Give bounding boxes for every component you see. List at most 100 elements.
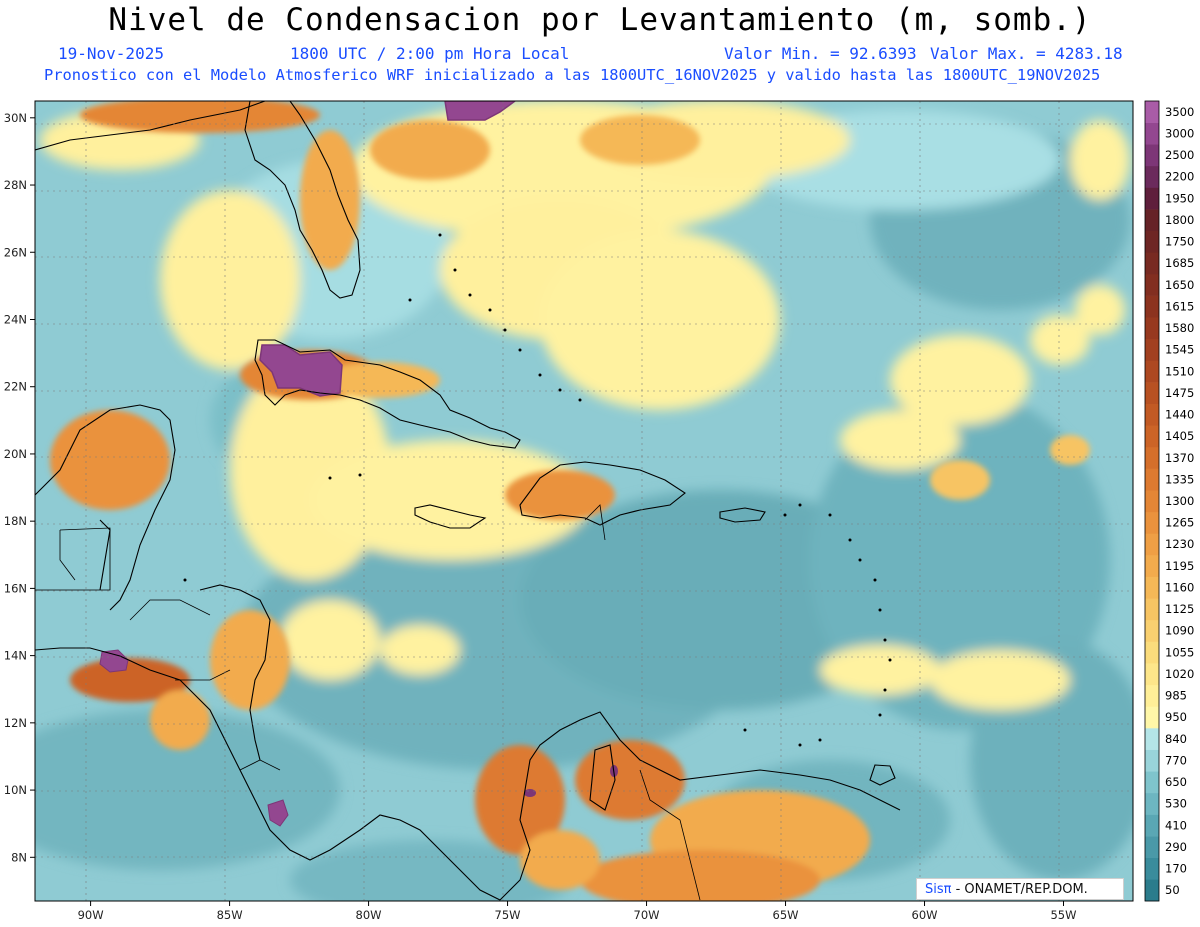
colorbar-swatch-27 — [1145, 295, 1159, 318]
colorbar-label-1: 170 — [1165, 862, 1187, 876]
lat-tick-label-3: 14N — [4, 649, 27, 663]
colorbar-label-30: 1750 — [1165, 235, 1194, 249]
colorbar-label-32: 1950 — [1165, 191, 1194, 205]
colorbar-label-8: 950 — [1165, 710, 1187, 724]
colorbar-swatch-36 — [1145, 101, 1159, 123]
colorbar-label-17: 1265 — [1165, 516, 1194, 530]
shading-field — [35, 101, 1133, 901]
colorbar-label-6: 770 — [1165, 753, 1187, 767]
colorbar-label-33: 2200 — [1165, 170, 1194, 184]
colorbar-label-23: 1475 — [1165, 386, 1194, 400]
colorbar-label-12: 1090 — [1165, 624, 1194, 638]
colorbar-label-35: 3000 — [1165, 126, 1194, 140]
colorbar-swatch-15 — [1145, 555, 1159, 577]
colorbar-label-31: 1800 — [1165, 213, 1194, 227]
colorbar-frame — [1144, 100, 1160, 902]
colorbar-swatch-20 — [1145, 446, 1159, 469]
lon-tick-label-0: 90W — [78, 908, 104, 922]
lon-tick-label-3: 75W — [495, 908, 521, 922]
colorbar-label-3: 410 — [1165, 818, 1187, 832]
colorbar-swatch-10 — [1145, 663, 1159, 686]
colorbar-swatch-31 — [1145, 209, 1159, 232]
colorbar-label-25: 1545 — [1165, 343, 1194, 357]
valid-date: 19-Nov-2025 — [58, 44, 164, 63]
colorbar-label-0: 50 — [1165, 883, 1180, 897]
colorbar-swatch-11 — [1145, 641, 1159, 664]
colorbar-label-4: 530 — [1165, 797, 1187, 811]
lon-tick-label-1: 85W — [217, 908, 243, 922]
colorbar-label-34: 2500 — [1165, 148, 1194, 162]
colorbar-label-7: 840 — [1165, 732, 1187, 746]
colorbar-label-10: 1020 — [1165, 667, 1194, 681]
map-title: Nivel de Condensacion por Levantamiento … — [108, 2, 1092, 38]
max-value: Valor Max. = 4283.18 — [930, 44, 1123, 63]
colorbar-swatch-0 — [1145, 879, 1159, 902]
colorbar-label-36: 3500 — [1165, 105, 1194, 119]
lat-tick-label-4: 16N — [4, 581, 27, 595]
colorbar-swatch-34 — [1145, 144, 1159, 167]
colorbar-swatch-22 — [1145, 403, 1159, 426]
lat-tick-label-8: 24N — [4, 312, 27, 326]
lat-tick-label-0: 8N — [11, 850, 27, 864]
lon-tick-label-2: 80W — [356, 908, 382, 922]
lat-tick-label-10: 28N — [4, 178, 27, 192]
colorbar-swatch-8 — [1145, 706, 1159, 729]
colorbar-label-24: 1510 — [1165, 364, 1194, 378]
colorbar-swatch-29 — [1145, 252, 1159, 275]
colorbar: 50 170 290 410 530 650 770 840 950 985 1020 1055 109… — [1144, 100, 1194, 902]
sispi-logo: Sisπ — [925, 882, 952, 897]
colorbar-label-2: 290 — [1165, 840, 1187, 854]
colorbar-swatch-23 — [1145, 382, 1159, 405]
lat-tick-label-7: 22N — [4, 380, 27, 394]
colorbar-swatch-13 — [1145, 598, 1159, 621]
colorbar-swatch-19 — [1145, 468, 1159, 491]
colorbar-swatch-32 — [1145, 187, 1159, 210]
colorbar-label-16: 1230 — [1165, 537, 1194, 551]
forecast-subtitle: Pronostico con el Modelo Atmosferico WRF… — [44, 66, 1101, 84]
lon-tick-label-6: 60W — [912, 908, 938, 922]
colorbar-swatch-1 — [1145, 857, 1159, 880]
colorbar-swatch-14 — [1145, 576, 1159, 599]
colorbar-swatch-16 — [1145, 533, 1159, 556]
colorbar-swatch-6 — [1145, 749, 1159, 772]
small-islands — [183, 233, 892, 747]
colorbar-swatch-28 — [1145, 273, 1159, 296]
lat-tick-label-6: 20N — [4, 447, 27, 461]
colorbar-swatch-2 — [1145, 836, 1159, 859]
min-value: Valor Min. = 92.6393 — [724, 44, 917, 63]
colorbar-swatch-33 — [1145, 165, 1159, 188]
colorbar-label-20: 1370 — [1165, 451, 1194, 465]
colorbar-label-28: 1650 — [1165, 278, 1194, 292]
colorbar-label-15: 1195 — [1165, 559, 1194, 573]
lon-tick-label-5: 65W — [773, 908, 799, 922]
colorbar-swatch-35 — [1145, 122, 1159, 145]
colorbar-swatch-25 — [1145, 338, 1159, 361]
lat-tick-label-11: 30N — [4, 111, 27, 125]
colorbar-label-29: 1685 — [1165, 256, 1194, 270]
colorbar-swatch-5 — [1145, 771, 1159, 794]
lat-tick-label-1: 10N — [4, 783, 27, 797]
colorbar-label-9: 985 — [1165, 689, 1187, 703]
lon-tick-label-4: 70W — [634, 908, 660, 922]
lat-tick-label-5: 18N — [4, 514, 27, 528]
colorbar-label-22: 1440 — [1165, 408, 1194, 422]
colorbar-label-21: 1405 — [1165, 429, 1194, 443]
colorbar-label-19: 1335 — [1165, 472, 1194, 486]
colorbar-label-27: 1615 — [1165, 299, 1194, 313]
colorbar-swatch-3 — [1145, 814, 1159, 837]
colorbar-swatch-4 — [1145, 792, 1159, 815]
colorbar-swatch-7 — [1145, 728, 1159, 750]
colorbar-label-5: 650 — [1165, 775, 1187, 789]
credit-org: - ONAMET/REP.DOM. — [951, 882, 1088, 897]
lon-tick-label-7: 55W — [1050, 908, 1076, 922]
colorbar-swatch-30 — [1145, 230, 1159, 253]
credit-box: Sisπ - ONAMET/REP.DOM. — [916, 878, 1124, 900]
lat-tick-label-9: 26N — [4, 245, 27, 259]
colorbar-swatch-18 — [1145, 490, 1159, 513]
colorbar-swatch-12 — [1145, 619, 1159, 642]
colorbar-swatch-9 — [1145, 684, 1159, 707]
colorbar-swatch-21 — [1145, 425, 1159, 448]
coastlines — [35, 101, 901, 901]
colorbar-swatch-26 — [1145, 317, 1159, 340]
